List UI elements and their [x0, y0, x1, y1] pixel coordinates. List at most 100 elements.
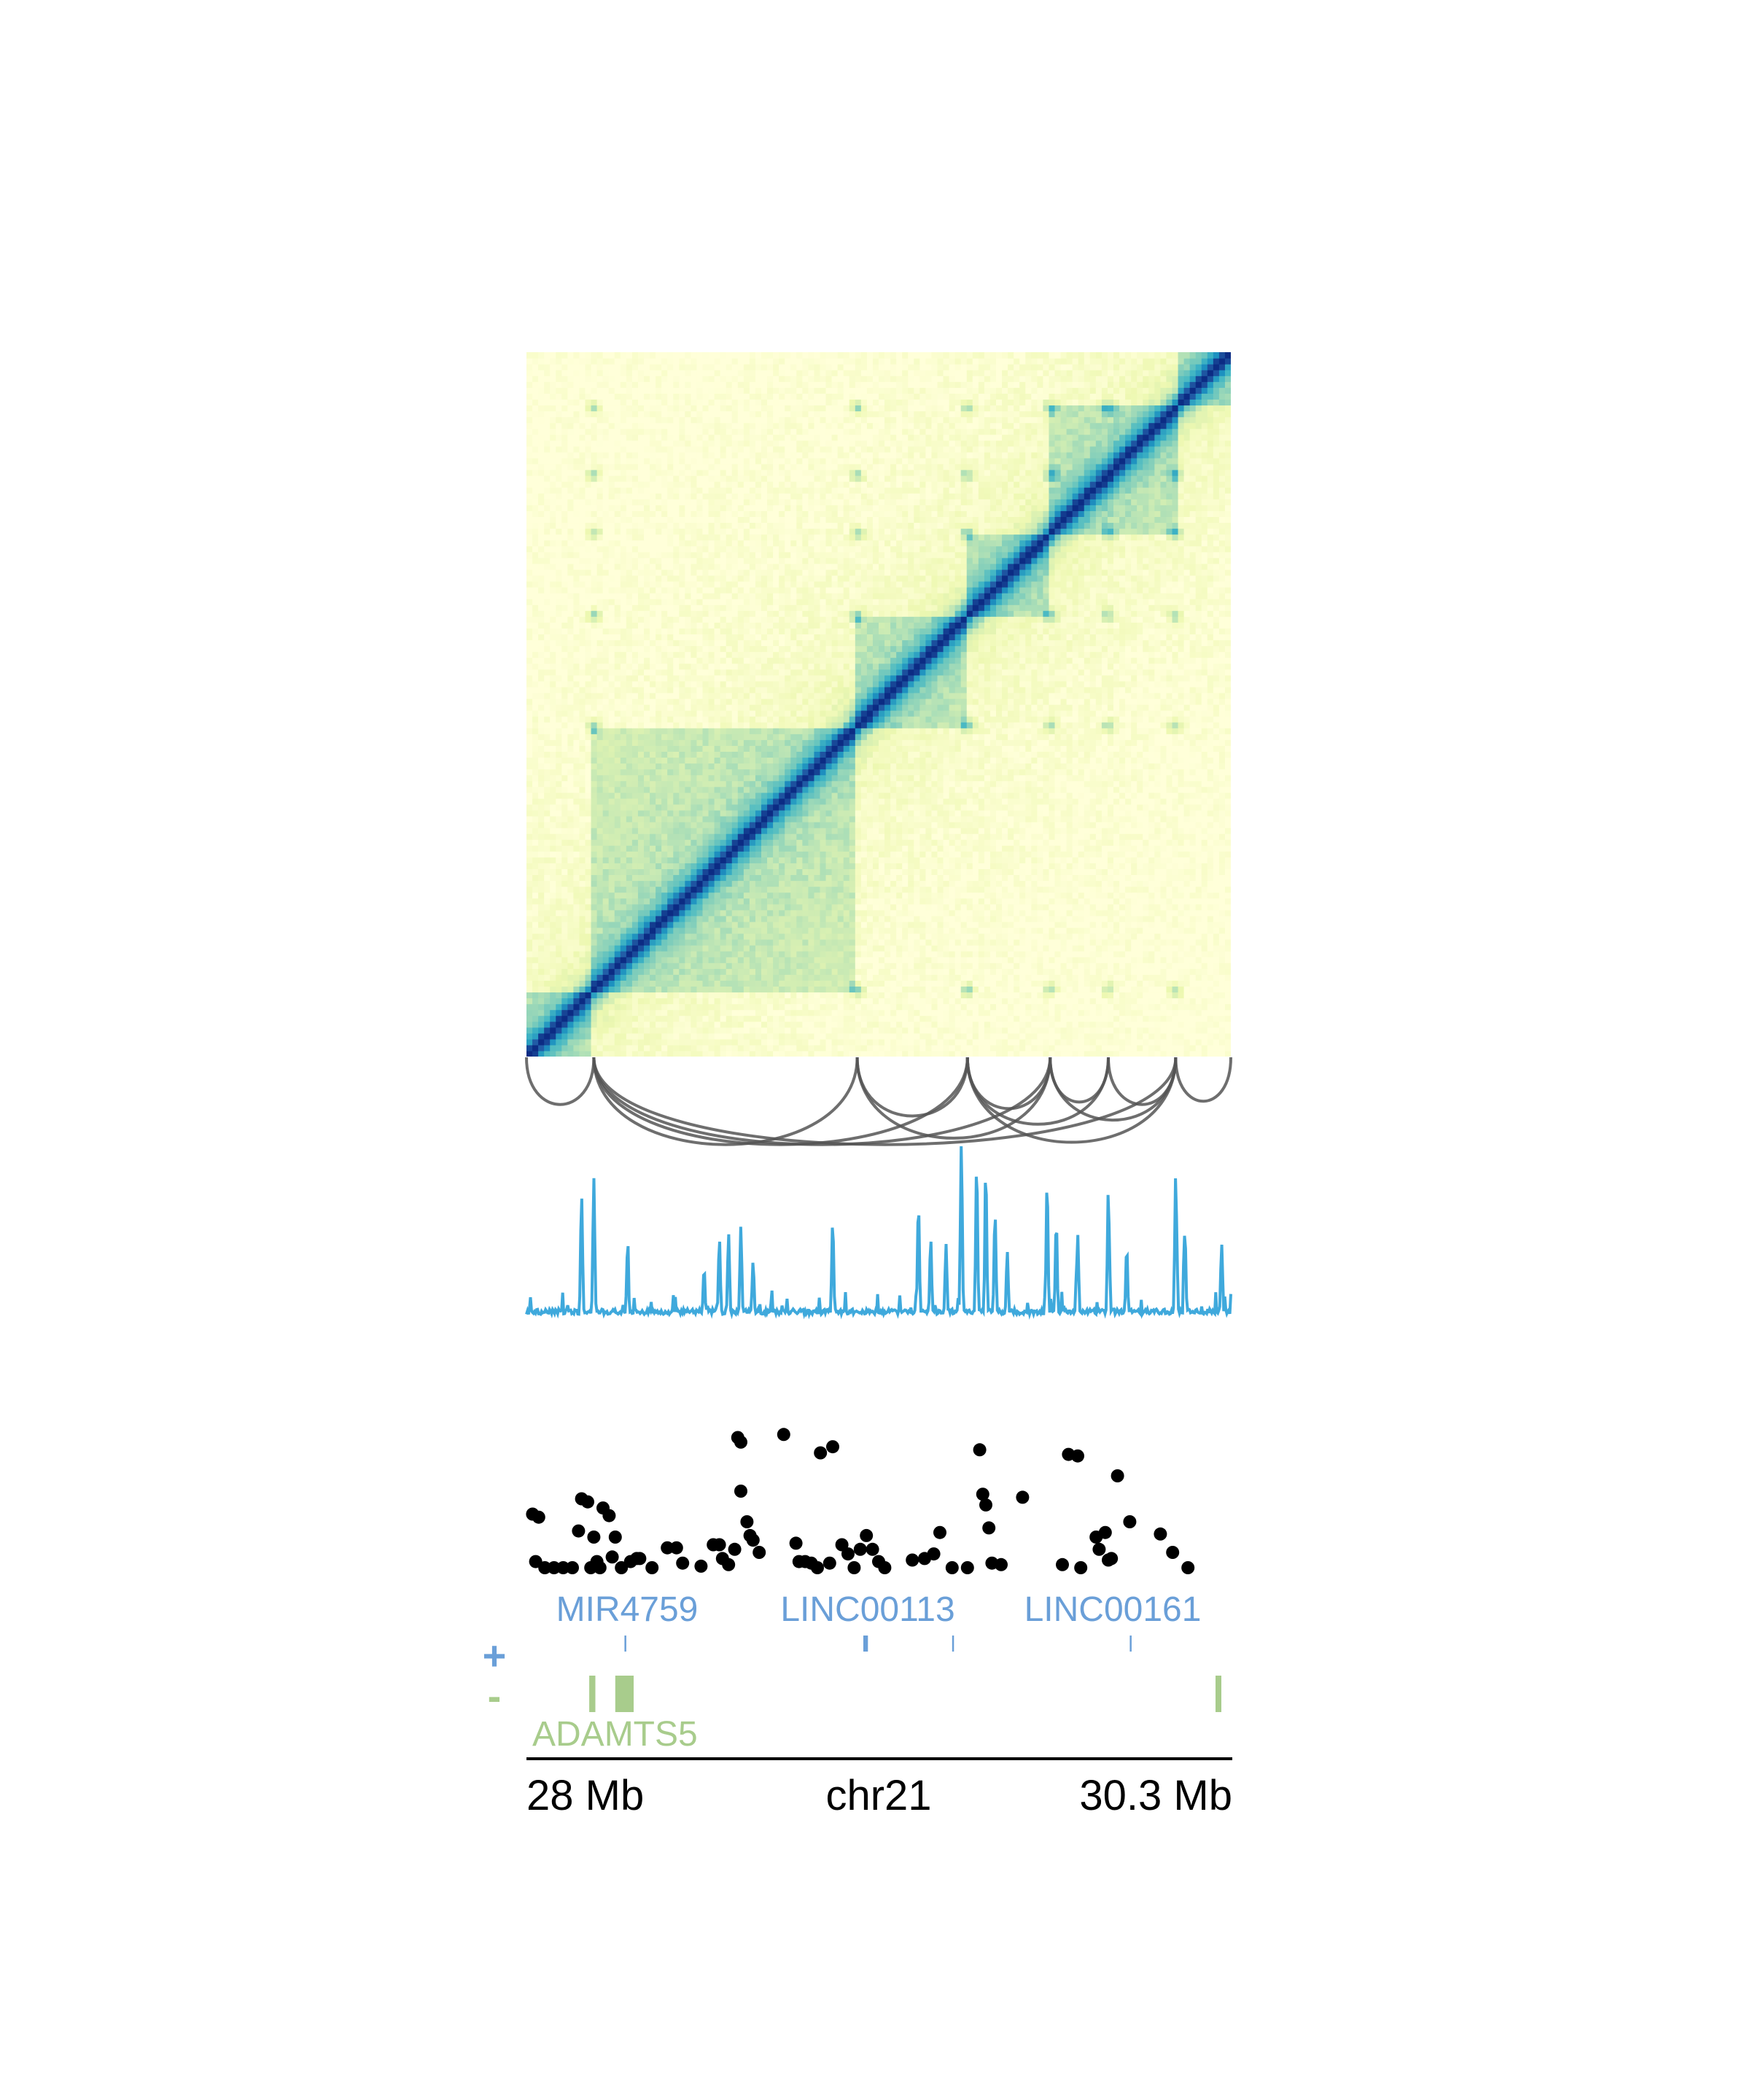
heatmap-cell [585, 903, 592, 911]
heatmap-cell [896, 857, 903, 863]
heatmap-cell [860, 951, 868, 957]
heatmap-cell [866, 809, 874, 817]
heatmap-cell [825, 974, 833, 981]
heatmap-cell [1125, 957, 1132, 963]
heatmap-cell [561, 980, 568, 987]
heatmap-cell [790, 1044, 797, 1051]
heatmap-cell [637, 833, 645, 840]
heatmap-cell [802, 833, 809, 840]
heatmap-cell [1078, 833, 1085, 840]
heatmap-cell [1084, 968, 1091, 975]
heatmap-cell [989, 980, 997, 987]
heatmap-cell [526, 933, 533, 940]
heatmap-cell [720, 1027, 727, 1034]
heatmap-cell [573, 1050, 580, 1057]
heatmap-cell [1125, 833, 1132, 840]
heatmap-cell [1137, 915, 1143, 922]
heatmap-cell [637, 1032, 645, 1040]
heatmap-cell [814, 868, 821, 876]
heatmap-cell [1213, 974, 1220, 981]
heatmap-cell [767, 1050, 774, 1057]
heatmap-cell [1031, 886, 1038, 893]
heatmap-cell [708, 863, 715, 869]
heatmap-cell [679, 1015, 685, 1022]
heatmap-cell [802, 933, 809, 940]
heatmap-cell [989, 968, 997, 975]
heatmap-cell [1014, 957, 1020, 963]
heatmap-cell [954, 892, 962, 899]
heatmap-cell [849, 886, 856, 893]
heatmap-cell [989, 915, 997, 922]
heatmap-cell [1084, 822, 1091, 828]
heatmap-cell [731, 822, 739, 828]
heatmap-cell [1131, 874, 1138, 882]
heatmap-cell [1131, 992, 1138, 999]
heatmap-cell [585, 915, 592, 922]
heatmap-cell [1072, 1003, 1079, 1011]
heatmap-cell [1043, 874, 1050, 882]
heatmap-cell [1218, 1003, 1226, 1011]
heatmap-cell [937, 851, 944, 858]
heatmap-cell [1078, 998, 1085, 1005]
heatmap-cell [1078, 1044, 1085, 1051]
heatmap-cell [1213, 1032, 1220, 1040]
heatmap-cell [855, 933, 862, 940]
heatmap-cell [1101, 957, 1108, 963]
heatmap-cell [1224, 1038, 1231, 1046]
heatmap-cell [726, 1050, 733, 1057]
heatmap-cell [726, 957, 733, 963]
heatmap-cell [1207, 1003, 1214, 1011]
heatmap-cell [1025, 851, 1032, 858]
heatmap-cell [1008, 833, 1014, 840]
heatmap-cell [726, 1044, 733, 1051]
heatmap-cell [644, 863, 650, 869]
heatmap-cell [949, 998, 956, 1005]
heatmap-cell [1224, 822, 1231, 828]
heatmap-cell [1054, 1038, 1062, 1046]
heatmap-cell [1019, 974, 1026, 981]
heatmap-cell [820, 863, 827, 869]
heatmap-cell [1160, 933, 1167, 940]
heatmap-cell [767, 874, 774, 882]
heatmap-cell [972, 939, 979, 946]
heatmap-cell [890, 845, 897, 852]
heatmap-cell [837, 845, 844, 852]
heatmap-cell [1113, 992, 1120, 999]
heatmap-cell [626, 833, 633, 840]
heatmap-cell [1060, 1009, 1068, 1016]
heatmap-cell [1049, 1050, 1056, 1057]
heatmap-cell [773, 1015, 779, 1022]
heatmap-cell [931, 828, 938, 834]
heatmap-cell [966, 898, 973, 905]
heatmap-cell [561, 903, 568, 911]
heatmap-cell [820, 909, 827, 917]
heatmap-cell [1008, 1015, 1014, 1022]
heatmap-cell [561, 974, 568, 981]
heatmap-cell [1049, 1038, 1056, 1046]
heatmap-cell [726, 845, 733, 852]
heatmap-cell [1095, 1032, 1102, 1040]
heatmap-cell [731, 1044, 739, 1051]
heatmap-cell [879, 868, 885, 876]
heatmap-cell [908, 839, 914, 846]
heatmap-cell [691, 898, 698, 905]
heatmap-cell [585, 962, 592, 969]
heatmap-cell [949, 1038, 956, 1046]
heatmap-cell [685, 1038, 691, 1046]
heatmap-cell [1125, 1027, 1132, 1034]
heatmap-cell [1025, 822, 1032, 828]
heatmap-cell [914, 992, 920, 999]
heatmap-cell [631, 909, 639, 917]
heatmap-cell [702, 1044, 709, 1051]
heatmap-cell [966, 903, 973, 911]
heatmap-cell [708, 962, 715, 969]
heatmap-cell [1107, 939, 1114, 946]
heatmap-cell [966, 968, 973, 975]
heatmap-cell [943, 927, 950, 934]
heatmap-cell [1195, 951, 1202, 957]
heatmap-cell [1201, 974, 1208, 981]
heatmap-cell [949, 939, 956, 946]
heatmap-cell [849, 874, 856, 882]
heatmap-cell [532, 986, 539, 993]
heatmap-cell [843, 998, 850, 1005]
